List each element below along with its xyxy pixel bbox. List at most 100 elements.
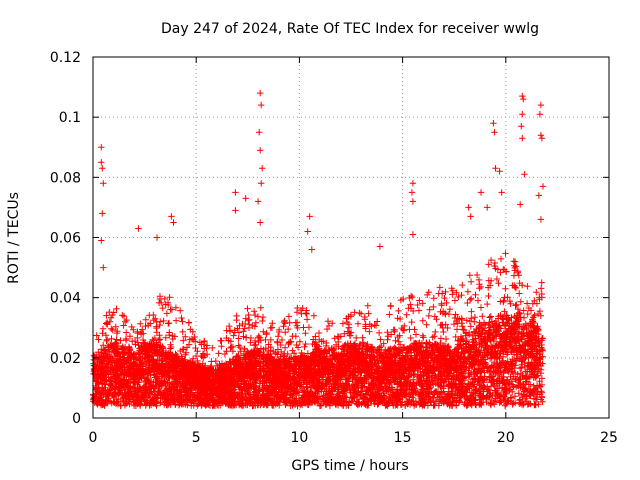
data-point [440,328,447,336]
data-point [119,312,126,319]
data-point [310,312,318,319]
data-point [395,338,402,345]
data-point [163,310,171,317]
data-point [523,300,531,307]
data-points-layer [89,89,547,410]
data-point [468,308,475,315]
data-point [250,308,258,315]
data-point [491,259,499,267]
data-point [305,324,313,331]
data-point [146,312,153,319]
data-point [361,313,368,321]
data-point [217,337,224,344]
data-point [431,333,438,340]
data-point [228,343,235,351]
data-point [472,291,479,298]
data-point [182,333,189,340]
data-point [302,330,309,337]
chart-title: Day 247 of 2024, Rate Of TEC Index for r… [161,21,539,37]
data-point [209,344,216,352]
data-point [110,309,117,316]
data-point [179,318,186,325]
data-point [407,334,414,342]
data-point [459,326,467,333]
data-point [353,334,360,342]
data-point [292,333,299,340]
data-point [113,329,121,337]
data-point [485,261,492,268]
data-point [223,348,230,355]
data-point [158,299,165,307]
data-point [113,305,120,312]
data-point [524,401,531,408]
data-point [252,319,260,326]
data-point [257,304,264,311]
data-point [464,299,471,307]
data-point [324,318,332,325]
data-point [482,394,490,401]
data-point [177,307,184,314]
data-point [293,341,300,349]
data-point [403,311,410,318]
data-point [339,320,347,327]
data-point [477,304,485,311]
data-point [167,306,174,313]
data-point [356,309,363,317]
data-point [359,334,366,341]
data-point [108,325,115,332]
data-point [120,322,127,329]
data-point [453,326,461,333]
data-point [468,295,475,302]
data-point [429,334,436,341]
data-point [212,357,219,365]
data-point [159,304,166,312]
data-point [419,300,426,307]
data-point [452,333,459,341]
data-point [419,332,426,339]
data-point [420,334,427,341]
data-point [443,299,450,307]
data-point [100,342,107,349]
data-point [395,307,402,315]
data-point [479,313,486,320]
data-point [285,325,292,333]
data-point [442,335,450,343]
data-point [315,329,323,337]
data-point [282,329,289,336]
data-point [426,306,433,313]
data-point [364,302,371,309]
data-point [442,288,449,296]
data-point [185,319,192,327]
data-point [244,305,251,312]
data-point [484,300,491,308]
data-point [517,298,524,305]
data-point [259,317,266,325]
data-point [386,311,393,318]
data-point [507,300,514,307]
data-point [300,324,307,331]
data-point [162,334,169,341]
data-point [142,316,149,323]
data-point [476,285,483,292]
data-point [437,335,445,342]
data-point [295,391,303,399]
data-point [156,336,164,343]
data-point [436,284,443,291]
data-point [430,295,437,302]
data-point [487,313,494,320]
data-point [375,329,383,337]
data-point [123,337,130,344]
data-point [407,301,414,308]
data-point [485,292,492,300]
data-point [538,388,545,395]
data-point [412,331,420,338]
data-point [391,326,398,334]
data-point [142,322,149,330]
data-point [538,285,545,292]
data-point [384,329,391,336]
data-point [467,323,474,330]
data-point [113,336,120,343]
data-point [235,335,242,342]
data-point [493,275,501,283]
data-point [103,320,110,327]
